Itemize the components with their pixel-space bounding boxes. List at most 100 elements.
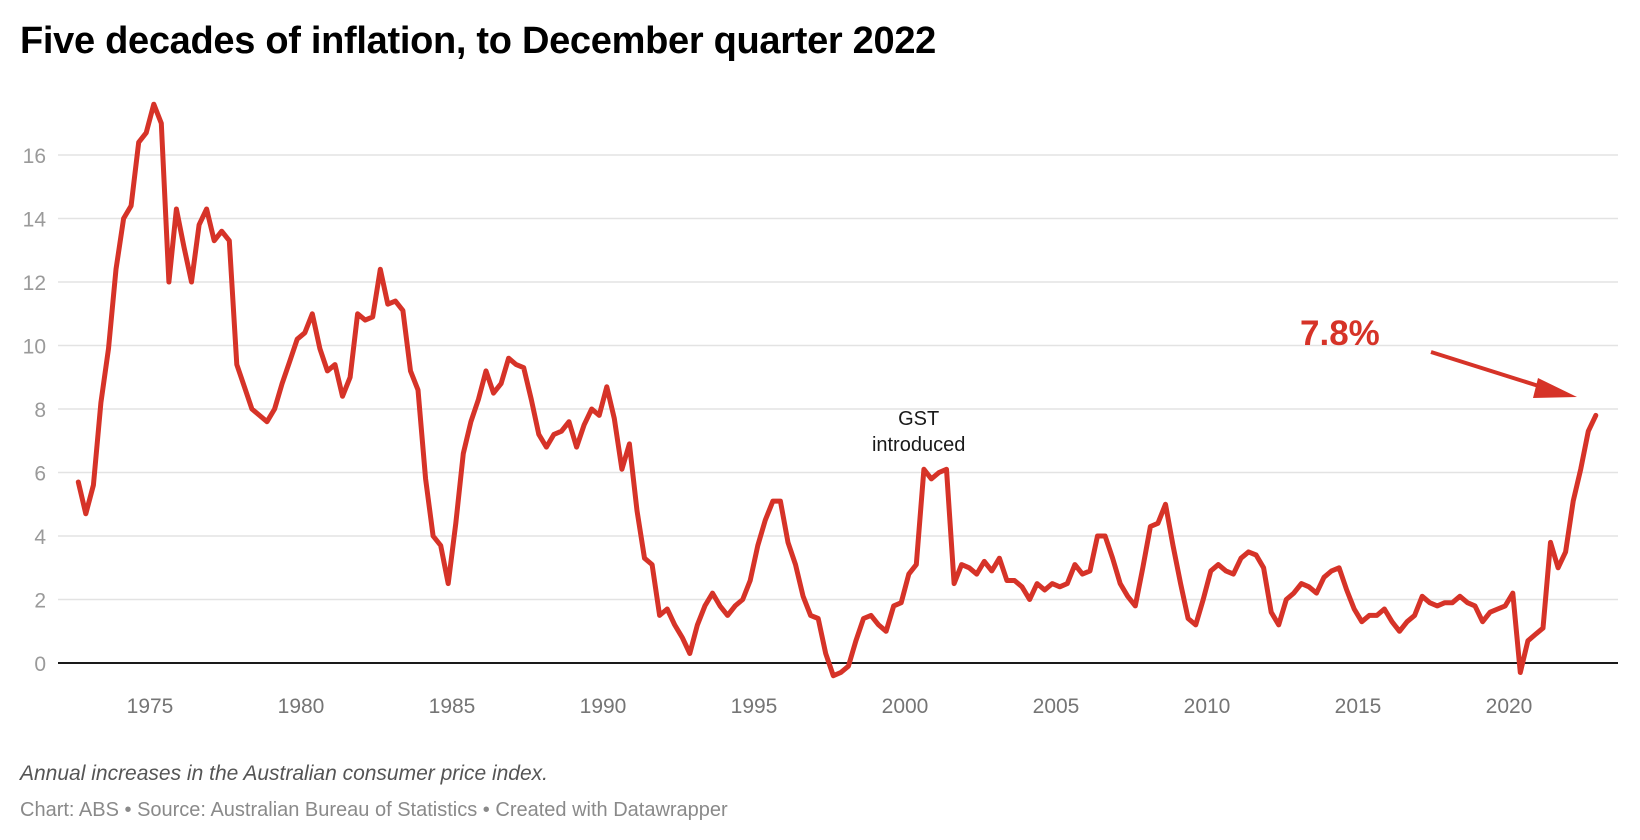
data-point: [1072, 562, 1077, 567]
data-point: [310, 311, 315, 316]
data-point: [1035, 581, 1040, 586]
data-point: [597, 413, 602, 418]
data-point: [1012, 578, 1017, 583]
data-point: [770, 499, 775, 504]
data-point: [574, 445, 579, 450]
data-point: [514, 362, 519, 367]
data-point: [76, 480, 81, 485]
y-tick-label: 2: [34, 590, 46, 613]
data-point: [106, 346, 111, 351]
data-point: [1125, 594, 1130, 599]
data-point: [491, 391, 496, 396]
data-point: [1140, 565, 1145, 570]
data-point: [559, 429, 564, 434]
data-point: [1155, 521, 1160, 526]
data-point: [1261, 565, 1266, 570]
data-point: [952, 581, 957, 586]
data-point: [1103, 534, 1108, 539]
data-point: [1208, 568, 1213, 573]
data-point: [823, 651, 828, 656]
data-point: [1027, 597, 1032, 602]
x-tick-label: 2020: [1486, 695, 1533, 718]
data-point: [521, 365, 526, 370]
data-point: [136, 140, 141, 145]
data-point: [718, 603, 723, 608]
data-point: [748, 578, 753, 583]
data-point: [416, 387, 421, 392]
data-point: [476, 397, 481, 402]
y-tick-label: 12: [23, 272, 46, 295]
data-point: [1291, 591, 1296, 596]
data-point: [1518, 670, 1523, 675]
x-tick-label: 1975: [127, 695, 174, 718]
x-tick-label: 1995: [731, 695, 778, 718]
data-point: [725, 613, 730, 618]
series-line-cpi: [75, 101, 1599, 679]
data-point: [974, 572, 979, 577]
separator: •: [118, 799, 138, 821]
created-with: Created with Datawrapper: [495, 799, 728, 821]
data-point: [1231, 572, 1236, 577]
arrow-head-icon: [1533, 378, 1577, 398]
data-point: [1571, 499, 1576, 504]
data-point: [1133, 603, 1138, 608]
data-point: [1397, 629, 1402, 634]
data-point: [635, 508, 640, 513]
data-point: [227, 238, 232, 243]
data-point: [1329, 568, 1334, 573]
data-point: [189, 280, 194, 285]
data-point: [378, 267, 383, 272]
data-point: [914, 562, 919, 567]
data-point: [937, 470, 942, 475]
data-point: [1488, 610, 1493, 615]
data-point: [121, 216, 126, 221]
data-point: [1465, 600, 1470, 605]
data-point: [665, 607, 670, 612]
data-point: [529, 397, 534, 402]
y-tick-label: 6: [34, 463, 46, 486]
data-point: [1442, 600, 1447, 605]
chart-description: Annual increases in the Australian consu…: [20, 762, 549, 785]
data-point: [461, 451, 466, 456]
data-point: [212, 238, 217, 243]
data-point: [619, 467, 624, 472]
data-point: [144, 130, 149, 135]
data-point: [1525, 638, 1530, 643]
data-point: [1223, 568, 1228, 573]
data-point: [551, 432, 556, 437]
data-point: [808, 613, 813, 618]
data-point: [1495, 607, 1500, 612]
data-point: [499, 381, 504, 386]
x-tick-label: 2015: [1335, 695, 1382, 718]
data-point: [1299, 581, 1304, 586]
data-point: [567, 419, 572, 424]
data-point: [786, 540, 791, 545]
data-point: [1065, 581, 1070, 586]
data-point: [91, 483, 96, 488]
data-point: [778, 499, 783, 504]
data-point: [1057, 584, 1062, 589]
data-point: [650, 562, 655, 567]
x-tick-label: 1985: [429, 695, 476, 718]
data-point: [672, 622, 677, 627]
data-point: [1246, 549, 1251, 554]
data-point: [702, 603, 707, 608]
data-point: [1284, 597, 1289, 602]
data-point: [1088, 568, 1093, 573]
data-point: [642, 556, 647, 561]
data-point: [1503, 603, 1508, 608]
data-point: [182, 245, 187, 250]
data-point: [295, 337, 300, 342]
data-point: [355, 311, 360, 316]
data-point: [1382, 607, 1387, 612]
data-point: [370, 314, 375, 319]
data-point: [1269, 610, 1274, 615]
data-point: [1201, 597, 1206, 602]
data-point: [869, 613, 874, 618]
data-point: [944, 467, 949, 472]
data-point: [393, 299, 398, 304]
data-point: [1178, 581, 1183, 586]
data-point: [959, 562, 964, 567]
data-point: [1163, 502, 1168, 507]
data-point: [348, 375, 353, 380]
